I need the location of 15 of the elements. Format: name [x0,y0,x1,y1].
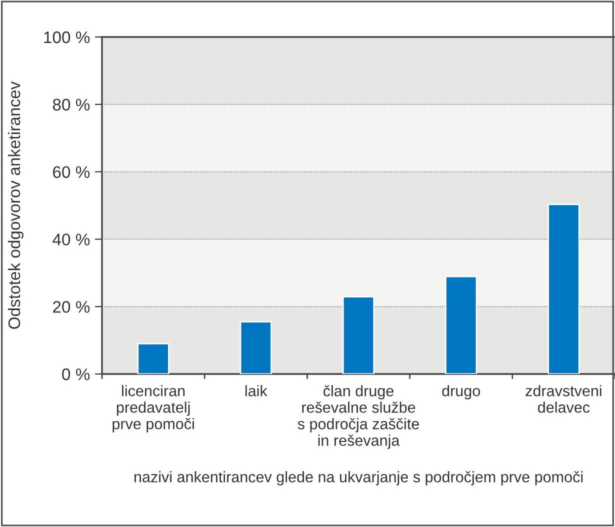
bar [240,321,272,374]
y-tick-label: 40 % [52,234,90,246]
y-tick-label: 20 % [53,301,90,313]
y-tick-label: 80 % [52,98,90,111]
x-tick-label: laik [245,385,268,396]
x-tick-label: član druge reševalne službe s področja zaščite in reševanja [298,385,419,449]
y-tick-label: 0 % [62,368,90,380]
y-axis-title: Odstotek odgovorov anketirancev [8,81,24,329]
x-tick-label: zdravstveni delavec [526,385,602,413]
x-tick-label: drugo [442,385,480,400]
x-axis-title: nazivi ankentirancev glede na ukvarjanje s področjem prve pomoči [134,471,583,486]
bar [137,342,170,374]
y-tick-label: 100 % [44,31,90,44]
y-tick-label: 60 % [53,166,90,178]
x-tick-label: licenciran predavatelj prve pomoči [112,385,194,432]
